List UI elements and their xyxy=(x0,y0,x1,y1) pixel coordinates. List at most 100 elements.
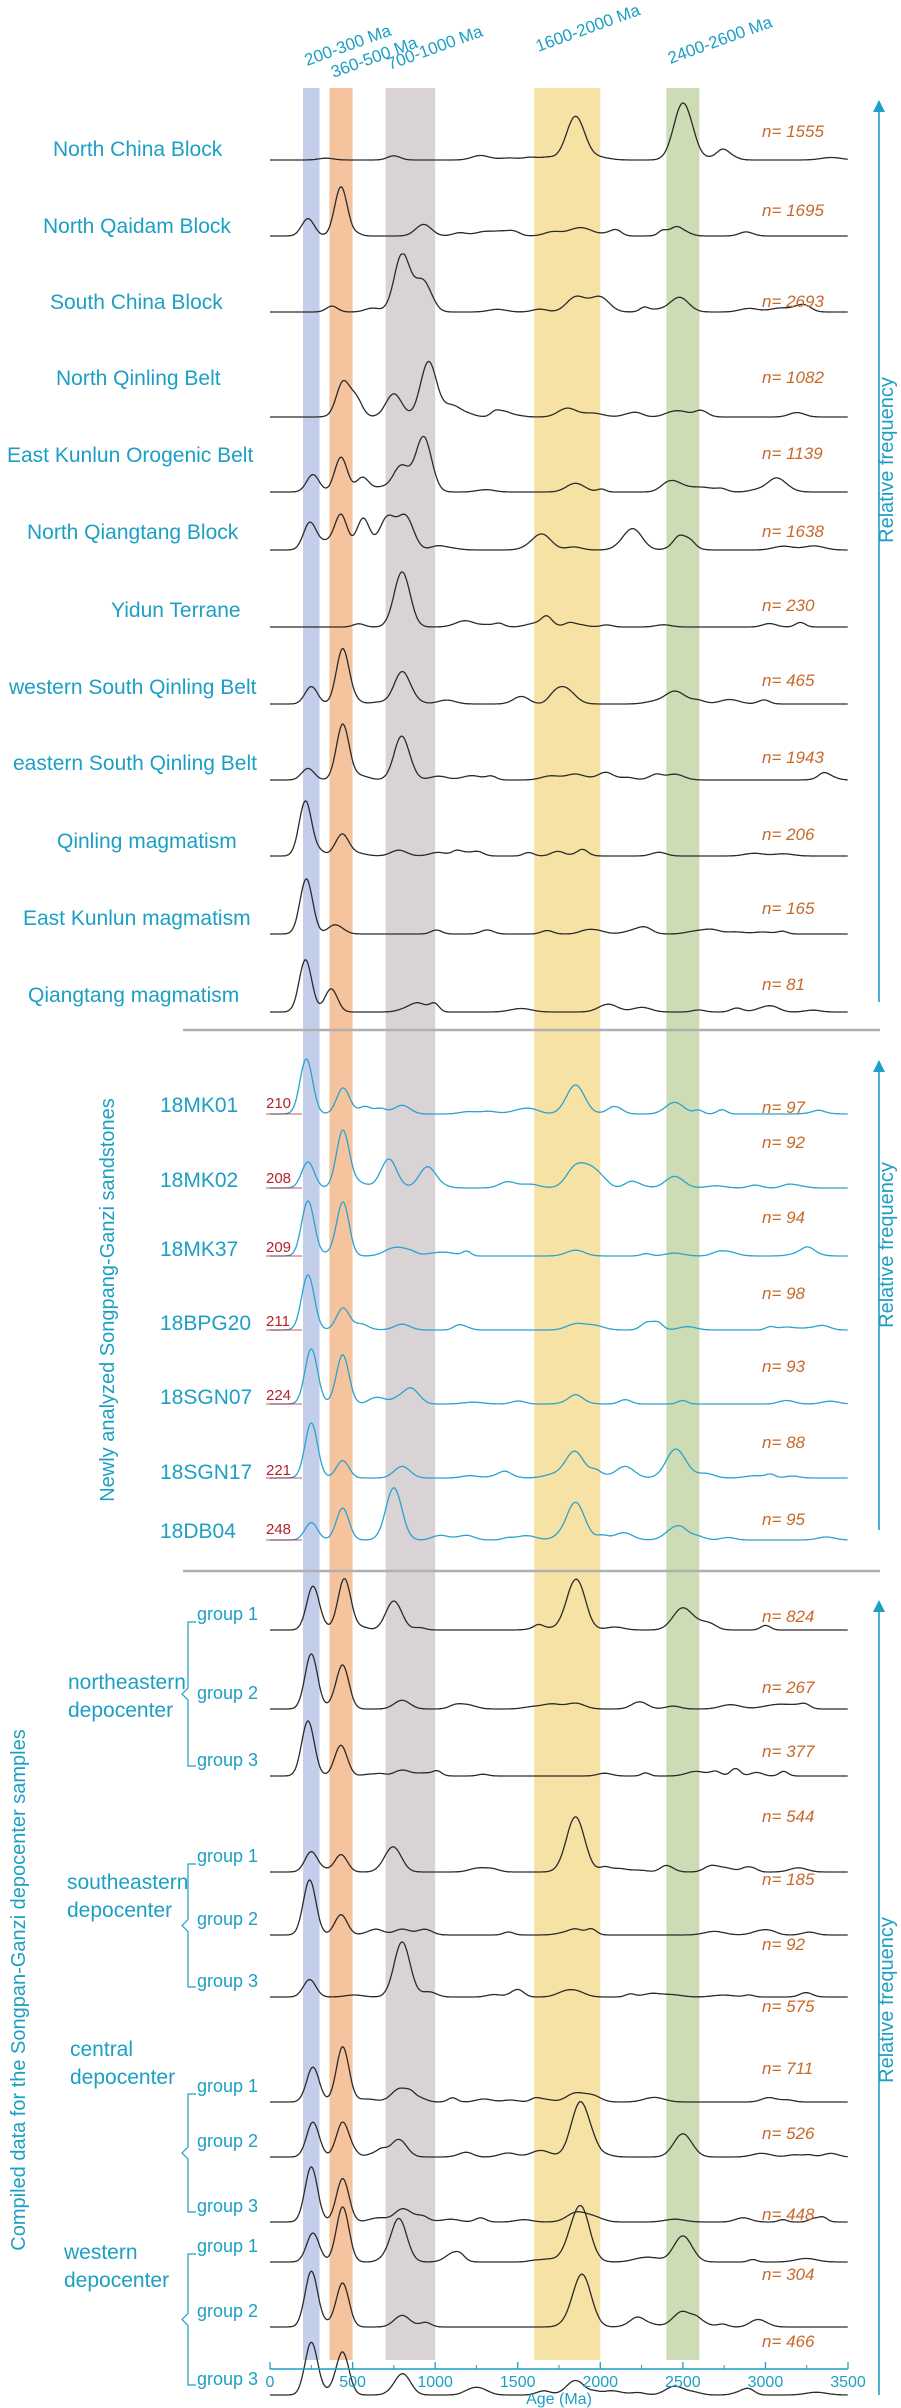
n-18db04: n= 95 xyxy=(762,1510,806,1529)
curve-southeastern-depocenter-group-2 xyxy=(270,1879,848,1936)
x-axis-label: Age (Ma) xyxy=(526,2391,592,2408)
n-north-qaidam-block: n= 1695 xyxy=(762,201,824,220)
n-qiangtang-magmatism: n= 81 xyxy=(762,975,805,994)
curve-east-kunlun-orogenic-belt xyxy=(270,435,848,493)
min-age-18bpg20: 211 xyxy=(266,1313,290,1330)
curve-qiangtang-magmatism xyxy=(270,959,848,1013)
section-title-depocenters: Compiled data for the Songpan-Ganzi depo… xyxy=(8,1729,30,2250)
min-age-18mk37: 209 xyxy=(266,1239,291,1256)
n-yidun-terrane: n= 230 xyxy=(762,596,815,615)
curve-northeastern-depocenter-group-1 xyxy=(270,1577,848,1631)
label-western-south-qinling-belt: western South Qinling Belt xyxy=(8,676,257,699)
n-western-depocenter-group-1: n= 448 xyxy=(762,2205,815,2224)
curve-18bpg20 xyxy=(270,1274,848,1331)
curve-north-qaidam-block xyxy=(270,186,848,237)
age-bands xyxy=(303,88,700,2360)
label-east-kunlun-orogenic-belt: East Kunlun Orogenic Belt xyxy=(7,444,253,467)
label-north-qaidam-block: North Qaidam Block xyxy=(43,215,231,238)
label-qiangtang-magmatism: Qiangtang magmatism xyxy=(28,984,239,1007)
label-central-line1: central xyxy=(70,2038,133,2061)
curve-18mk01 xyxy=(270,1058,848,1115)
curve-18sgn17 xyxy=(270,1422,848,1479)
n-18mk37: n= 94 xyxy=(762,1208,805,1227)
curve-north-qinling-belt xyxy=(270,360,848,418)
label-18sgn07: 18SGN07 xyxy=(160,1386,252,1409)
label-western-depocenter-line2: depocenter xyxy=(64,2269,169,2292)
label-western-depocenter-group-1: group 1 xyxy=(197,2236,258,2256)
x-tick-label-1500: 1500 xyxy=(500,2374,536,2391)
n-east-kunlun-orogenic-belt: n= 1139 xyxy=(762,444,823,463)
label-north-qinling-belt: North Qinling Belt xyxy=(56,367,221,390)
curve-western-depocenter-group-2 xyxy=(270,2270,848,2328)
curve-northeastern-depocenter-group-2 xyxy=(270,1653,848,1710)
curve-18sgn07 xyxy=(270,1348,848,1405)
bracket-central-depocenter xyxy=(181,2093,196,2213)
n-western-depocenter-group-2: n= 304 xyxy=(762,2265,814,2284)
n-north-china-block: n= 1555 xyxy=(762,122,824,141)
label-southeastern-depocenter-group-2: group 2 xyxy=(197,1909,258,1929)
label-central-depocenter-line2: depocenter xyxy=(70,2066,175,2089)
x-tick-label-2000: 2000 xyxy=(582,2374,618,2391)
min-age-18sgn07: 224 xyxy=(266,1387,291,1404)
min-age-18mk01: 210 xyxy=(266,1095,291,1112)
x-tick-label-0: 0 xyxy=(266,2374,275,2391)
curve-south-china-block xyxy=(270,253,848,313)
curve-western-depocenter-group-3 xyxy=(270,2341,848,2396)
n-central-depocenter-group-2: n= 711 xyxy=(762,2059,813,2078)
label-northeastern-depocenter-group-3: group 3 xyxy=(197,1750,258,1770)
curve-southeastern-depocenter-group-1 xyxy=(270,1816,848,1873)
x-tick-label-2500: 2500 xyxy=(665,2374,701,2391)
n-central-depocenter-group-1: n= 575 xyxy=(762,1997,815,2016)
label-18mk02: 18MK02 xyxy=(160,1169,238,1192)
sample-labels: North China Block n= 1555 North Qaidam Blo… xyxy=(7,122,824,2389)
label-yidun-terrane: Yidun Terrane xyxy=(111,599,241,622)
n-18bpg20: n= 98 xyxy=(762,1284,806,1303)
bracket-western-depocenter xyxy=(181,2253,196,2386)
label-north-qiangtang-block: North Qiangtang Block xyxy=(27,521,239,544)
curve-western-south-qinling-belt xyxy=(270,647,848,705)
curve-northeastern-depocenter-group-3 xyxy=(270,1720,848,1777)
label-18bpg20: 18BPG20 xyxy=(160,1312,251,1335)
curve-18db04 xyxy=(270,1487,848,1541)
n-southeastern-depocenter-group-1: n= 544 xyxy=(762,1807,814,1826)
label-central-depocenter-group-3: group 3 xyxy=(197,2196,258,2216)
x-axis: 0 500 1000 1500 2000 2500 3000 3500 Age (Ma) xyxy=(266,2362,866,2408)
curve-qinling-magmatism xyxy=(270,800,848,857)
n-qinling-magmatism: n= 206 xyxy=(762,825,815,844)
x-tick-label-1000: 1000 xyxy=(417,2374,453,2391)
label-southeastern-depocenter-group-3: group 3 xyxy=(197,1971,258,1991)
n-18mk02: n= 92 xyxy=(762,1133,806,1152)
label-northeastern-depocenter-group-2: group 2 xyxy=(197,1683,258,1703)
n-18sgn07: n= 93 xyxy=(762,1357,806,1376)
label-western-depocenter-group-3: group 3 xyxy=(197,2369,258,2389)
band-700-1000-ma xyxy=(385,88,436,2360)
n-18mk01: n= 97 xyxy=(762,1098,806,1117)
curve-western-depocenter-group-1 xyxy=(270,2204,848,2263)
bracket-northeastern-depocenter xyxy=(181,1621,196,1767)
label-eastern-south-qinling-belt: eastern South Qinling Belt xyxy=(13,752,257,775)
n-north-qiangtang-block: n= 1638 xyxy=(762,522,824,541)
freq-arrowhead-2 xyxy=(873,1060,885,1072)
min-age-18sgn17: 221 xyxy=(266,1462,291,1479)
label-southeastern-line1: southeastern xyxy=(67,1871,188,1894)
n-western-south-qinling-belt: n= 465 xyxy=(762,671,815,690)
n-western-depocenter-group-3: n= 466 xyxy=(762,2332,815,2351)
min-age-18db04: 248 xyxy=(266,1521,291,1538)
label-northeastern-depocenter-group-1: group 1 xyxy=(197,1604,258,1624)
x-tick-label-500: 500 xyxy=(339,2374,366,2391)
n-south-china-block: n= 2693 xyxy=(762,292,824,311)
x-tick-label-3500: 3500 xyxy=(830,2374,866,2391)
curve-central-depocenter-group-1 xyxy=(270,2046,848,2103)
n-southeastern-depocenter-group-2: n= 185 xyxy=(762,1870,815,1889)
x-tick-label-3000: 3000 xyxy=(748,2374,784,2391)
curve-18mk02 xyxy=(270,1129,848,1189)
label-qinling-magmatism: Qinling magmatism xyxy=(57,830,237,853)
curve-east-kunlun-magmatism xyxy=(270,878,848,935)
curve-central-depocenter-group-2 xyxy=(270,2101,848,2158)
ylabel-relative-frequency-1: Relative frequency xyxy=(876,377,898,543)
bracket-southeastern-depocenter xyxy=(181,1863,196,1988)
label-south-china-block: South China Block xyxy=(50,291,223,314)
label-north-china-block: North China Block xyxy=(53,138,223,161)
